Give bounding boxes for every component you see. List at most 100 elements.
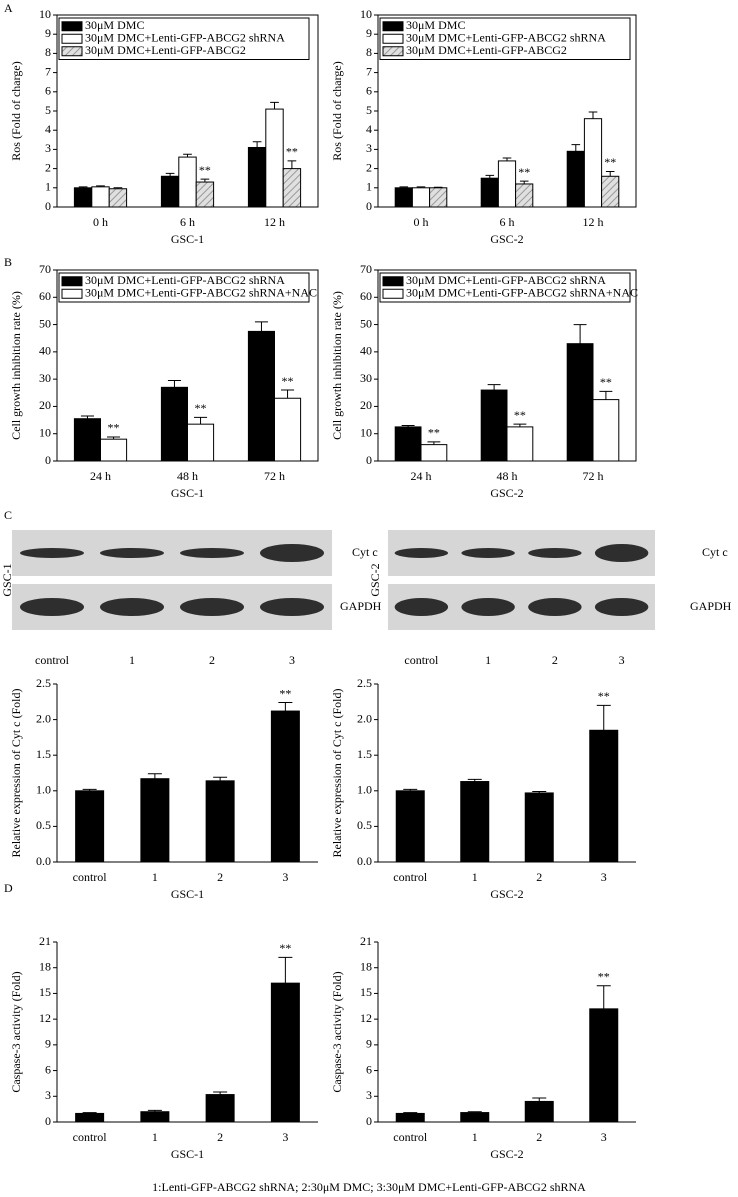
y-tick-label: 6 — [45, 84, 51, 98]
significance-label: ** — [514, 408, 526, 422]
y-tick-label: 60 — [360, 289, 372, 303]
y-axis-label: Caspase-3 activity (Fold) — [330, 971, 344, 1092]
bar — [270, 710, 300, 863]
bar — [601, 175, 620, 208]
legend-swatch — [61, 288, 83, 299]
y-tick-label: 4 — [45, 122, 51, 136]
bar — [75, 790, 105, 863]
error-bar — [467, 1111, 482, 1113]
error-bar — [213, 1091, 228, 1095]
y-tick-label: 4 — [366, 122, 372, 136]
blot-band — [100, 548, 164, 558]
y-tick-label: 6 — [366, 1062, 372, 1076]
bar — [592, 399, 620, 462]
blot-band — [100, 598, 164, 616]
y-tick-label: 21 — [39, 934, 51, 948]
blot-band — [528, 598, 582, 616]
bar — [394, 426, 422, 462]
y-tick-label: 10 — [360, 425, 372, 439]
y-tick-label: 30 — [39, 371, 51, 385]
y-axis-label: Ros (Fold of charge) — [330, 61, 344, 160]
blot-band — [180, 598, 244, 616]
legend-box — [58, 17, 310, 60]
x-tick-label: 72 h — [264, 469, 285, 483]
error-bar — [596, 985, 611, 1009]
error-bar — [433, 186, 443, 188]
y-tick-label: 0 — [366, 199, 372, 213]
y-tick-label: 0 — [366, 1114, 372, 1128]
legend-label: 30μM DMC+Lenti-GFP-ABCG2 shRNA — [406, 31, 606, 45]
error-bar — [107, 436, 121, 440]
panel-label: D — [4, 881, 13, 895]
error-bar — [287, 160, 297, 169]
x-axis-label: GSC-2 — [490, 1147, 523, 1161]
x-tick-label: 6 h — [180, 215, 195, 229]
x-tick-label: control — [393, 870, 428, 884]
error-bar — [401, 425, 415, 427]
y-tick-label: 7 — [45, 64, 51, 78]
blot-band — [461, 598, 515, 616]
y-tick-label: 0.5 — [357, 818, 372, 832]
legend-box — [379, 17, 631, 60]
error-bar — [519, 180, 529, 184]
bar — [524, 792, 554, 863]
x-axis-label: GSC-1 — [171, 887, 204, 901]
bar — [265, 108, 284, 208]
x-tick-label: 48 h — [177, 469, 198, 483]
bar — [566, 343, 594, 462]
y-tick-label: 9 — [45, 1037, 51, 1051]
blot-band — [528, 548, 582, 558]
cell-line-label: GSC-2 — [368, 563, 382, 596]
y-tick-label: 2 — [366, 160, 372, 174]
lane-label: control — [404, 653, 439, 667]
error-bar — [403, 788, 418, 791]
y-axis-label: Cell growth inhibition rate (%) — [330, 291, 344, 440]
error-bar — [573, 324, 587, 344]
y-tick-label: 1.0 — [357, 783, 372, 797]
lane-label: control — [35, 653, 70, 667]
y-tick-label: 2.5 — [357, 676, 372, 690]
bar — [583, 118, 603, 208]
y-tick-label: 0 — [366, 453, 372, 467]
bar — [195, 181, 215, 208]
x-tick-label: 2 — [536, 870, 542, 884]
legend-swatch — [382, 21, 404, 32]
x-tick-label: 2 — [217, 1130, 223, 1144]
error-bar — [113, 187, 123, 189]
error-bar — [571, 144, 581, 152]
y-tick-label: 15 — [39, 985, 51, 999]
y-tick-label: 12 — [360, 1011, 372, 1025]
y-tick-label: 0.5 — [36, 818, 51, 832]
bar — [524, 1100, 554, 1123]
y-tick-label: 1.0 — [36, 783, 51, 797]
y-tick-label: 18 — [360, 959, 372, 973]
y-tick-label: 6 — [366, 84, 372, 98]
blot-band — [260, 598, 324, 616]
y-tick-label: 1.5 — [36, 747, 51, 761]
x-axis-label: GSC-2 — [490, 887, 523, 901]
blot-band — [20, 548, 84, 558]
blot-band — [20, 598, 84, 616]
bar — [140, 1111, 170, 1123]
y-axis-label: Relative expression of Cyt c (Fold) — [9, 689, 23, 858]
significance-label: ** — [598, 969, 610, 983]
bar — [187, 423, 215, 462]
error-bar — [416, 186, 426, 188]
x-tick-label: control — [73, 870, 108, 884]
bar — [429, 187, 448, 208]
x-tick-label: 24 h — [411, 469, 432, 483]
panel-label: B — [4, 255, 12, 269]
x-tick-label: 24 h — [90, 469, 111, 483]
bar — [108, 188, 128, 208]
error-bar — [165, 172, 175, 177]
legend-label: 30μM DMC+Lenti-GFP-ABCG2 shRNA — [406, 273, 606, 287]
y-tick-label: 20 — [360, 398, 372, 412]
y-tick-label: 1 — [366, 180, 372, 194]
error-bar — [147, 1109, 162, 1112]
x-tick-label: control — [393, 1130, 428, 1144]
legend-label: 30μM DMC+Lenti-GFP-ABCG2 shRNA+NAC — [406, 286, 638, 300]
legend-swatch — [382, 46, 404, 57]
significance-label: ** — [108, 421, 120, 435]
legend-box — [379, 272, 631, 303]
